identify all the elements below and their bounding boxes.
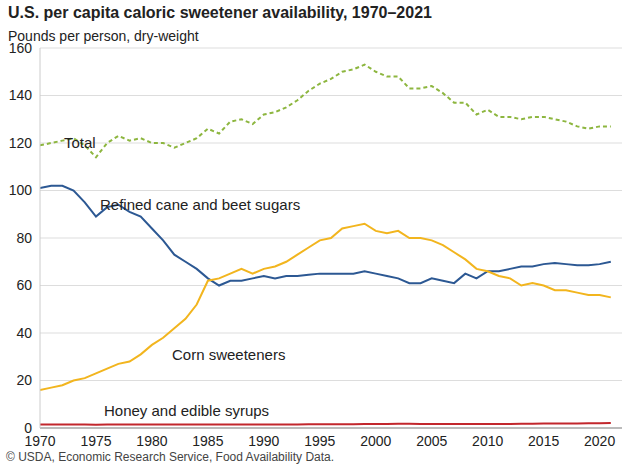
html-text:© USDA, Economic Research Serv: © USDA, Economic Research Service, Food …: [6, 450, 335, 464]
svg-text:2000: 2000: [360, 433, 391, 449]
svg-text:0: 0: [24, 420, 32, 436]
svg-text:1995: 1995: [304, 433, 335, 449]
html-text:Corn sweeteners: Corn sweeteners: [172, 346, 286, 363]
svg-text:2010: 2010: [472, 433, 503, 449]
svg-text:40: 40: [16, 325, 32, 341]
svg-text:60: 60: [16, 277, 32, 293]
svg-text:140: 140: [9, 87, 33, 103]
svg-text:120: 120: [9, 135, 33, 151]
svg-text:1975: 1975: [80, 433, 111, 449]
svg-text:100: 100: [9, 182, 33, 198]
svg-text:1980: 1980: [136, 433, 167, 449]
html-text:Total: Total: [64, 134, 96, 151]
html-text:Refined cane and beet sugars: Refined cane and beet sugars: [100, 196, 301, 213]
svg-text:160: 160: [9, 40, 33, 56]
svg-text:1970: 1970: [24, 432, 56, 449]
svg-text:2015: 2015: [528, 433, 559, 449]
svg-text:1990: 1990: [248, 433, 279, 449]
svg-text:2005: 2005: [416, 433, 447, 449]
svg-text:80: 80: [16, 230, 32, 246]
svg-text:2020: 2020: [584, 433, 615, 449]
html-text:Pounds per person, dry-weight: Pounds per person, dry-weight: [8, 28, 199, 44]
svg-text:20: 20: [16, 372, 32, 388]
svg-text:1985: 1985: [192, 433, 223, 449]
html-text:U.S. per capita caloric sweete: U.S. per capita caloric sweetener availa…: [8, 4, 432, 21]
html-text:Honey and edible syrups: Honey and edible syrups: [104, 402, 270, 419]
